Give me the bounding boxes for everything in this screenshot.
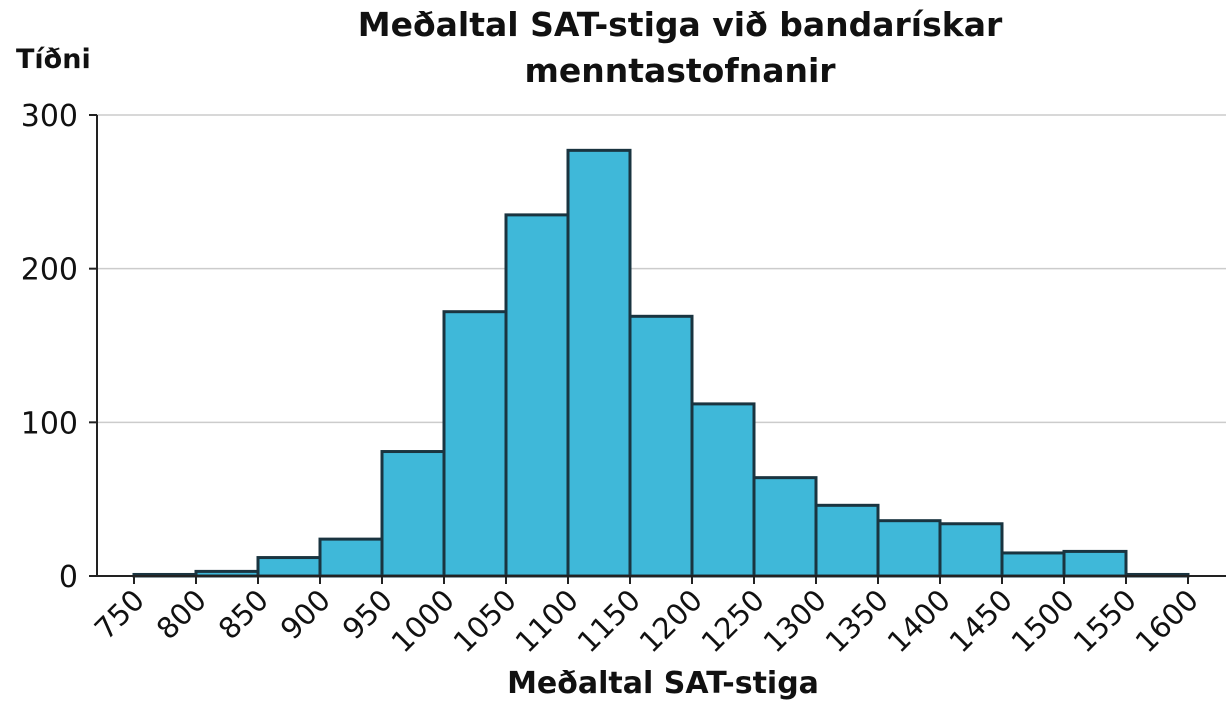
- histogram-bar: [690, 402, 756, 578]
- x-tick-label: 1600: [1129, 583, 1205, 659]
- histogram-bar: [442, 310, 508, 578]
- y-tick-label: 300: [21, 99, 78, 134]
- histogram-bar: [814, 503, 880, 578]
- x-tick-label: 1500: [1005, 583, 1081, 659]
- x-tick-label: 1150: [571, 583, 647, 659]
- x-tick-label: 1300: [757, 583, 833, 659]
- chart-title: Meðaltal SAT-stiga við bandarískar mennt…: [300, 2, 1060, 94]
- x-tick-label: 900: [274, 583, 337, 646]
- chart-title-line-1: Meðaltal SAT-stiga við bandarískar: [357, 5, 1003, 44]
- histogram-bar: [566, 148, 632, 578]
- histogram-bar: [1000, 551, 1066, 578]
- histogram-bar: [318, 537, 384, 578]
- histogram-bar: [380, 450, 446, 578]
- x-tick-label: 1050: [447, 583, 523, 659]
- y-tick-label: 100: [21, 406, 78, 441]
- y-tick-label: 200: [21, 253, 78, 288]
- x-axis-label: Meðaltal SAT-stiga: [507, 666, 819, 701]
- x-tick-label: 1100: [509, 583, 585, 659]
- x-tick-label: 1550: [1067, 583, 1143, 659]
- x-tick-label: 850: [212, 583, 275, 646]
- chart-title-line-2: menntastofnanir: [524, 51, 836, 90]
- x-tick-label: 1000: [385, 583, 461, 659]
- histogram-bar: [628, 314, 694, 578]
- x-tick-label: 1400: [881, 583, 957, 659]
- y-axis-label: Tíðni: [16, 44, 91, 75]
- histogram-bar: [938, 522, 1004, 578]
- histogram-bar: [256, 556, 322, 578]
- x-tick-label: 1200: [633, 583, 709, 659]
- x-tick-label: 750: [88, 583, 151, 646]
- histogram-bar: [876, 519, 942, 578]
- y-tick-label: 0: [59, 560, 78, 595]
- x-tick-label: 800: [150, 583, 213, 646]
- histogram-bar: [752, 476, 818, 578]
- histogram-bar: [504, 213, 570, 578]
- x-tick-label: 1350: [819, 583, 895, 659]
- x-tick-label: 1250: [695, 583, 771, 659]
- histogram-bar: [1062, 549, 1128, 578]
- x-tick-label: 1450: [943, 583, 1019, 659]
